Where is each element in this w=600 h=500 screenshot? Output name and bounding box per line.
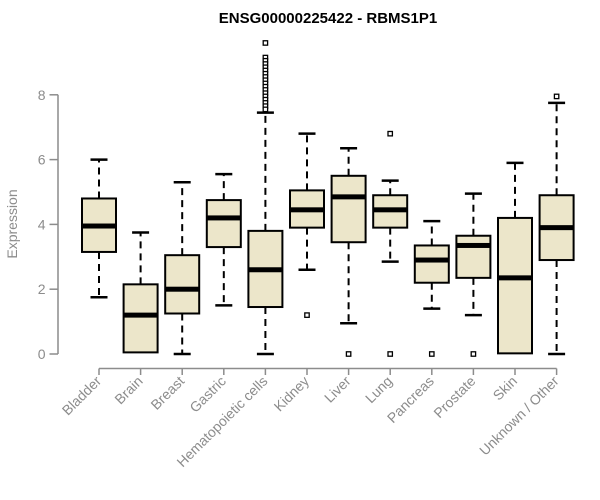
outlier-point [304, 312, 310, 318]
x-tick-label-unknown-other: Unknown / Other [476, 373, 562, 459]
median-line [373, 207, 408, 213]
boxplot-skin [497, 161, 533, 355]
boxplot-liver [330, 147, 367, 357]
outlier-point [387, 351, 394, 357]
y-tick-label: 8 [38, 87, 46, 103]
chart-title: ENSG00000225422 - RBMS1P1 [219, 10, 437, 27]
y-tick-label: 4 [38, 216, 46, 232]
x-tick-label-brain: Brain [111, 373, 145, 407]
x-tick-label-skin: Skin [490, 373, 521, 404]
x-tick-label-prostate: Prostate [430, 373, 478, 421]
iqr-box [455, 234, 492, 279]
outlier-point [262, 106, 269, 113]
outlier-point [428, 351, 435, 357]
median-line [539, 225, 574, 231]
iqr-box [122, 283, 159, 354]
iqr-box [413, 244, 450, 284]
iqr-box [330, 174, 367, 244]
y-tick-label: 2 [38, 281, 46, 297]
y-axis-label: Expression [4, 189, 20, 258]
median-line [414, 257, 449, 263]
outlier-point [345, 351, 352, 357]
iqr-box [164, 254, 201, 315]
iqr-box [497, 216, 533, 355]
median-line [165, 286, 200, 292]
y-tick-label: 0 [38, 346, 46, 362]
median-line [123, 312, 158, 318]
boxplot-gastric [205, 172, 242, 307]
boxplot-bladder [81, 158, 117, 299]
median-line [456, 242, 491, 248]
median-line [206, 215, 241, 221]
boxplot-kidney [289, 132, 325, 318]
boxplot-brain [122, 231, 159, 354]
x-tick-label-liver: Liver [321, 373, 354, 406]
median-line [248, 267, 283, 273]
boxplot-lung [372, 130, 409, 357]
outlier-point [387, 130, 394, 137]
outlier-point [470, 351, 477, 357]
x-tick-label-bladder: Bladder [59, 373, 105, 419]
plot-area: 0 2 4 6 8 Bladder Brain BreastGastricHematopoie… [38, 40, 575, 470]
x-tick-label-kidney: Kidney [271, 373, 313, 415]
boxplot-pancreas [413, 219, 450, 357]
y-axis: 0 2 4 6 8 [38, 87, 59, 362]
boxplot-breast [164, 181, 201, 356]
boxplot-unknown-other [538, 93, 575, 356]
median-line [331, 194, 366, 200]
x-tick-label-breast: Breast [147, 373, 187, 413]
outlier-point [262, 40, 269, 46]
median-line [498, 275, 532, 281]
boxplot-prostate [455, 192, 492, 357]
outlier-point [553, 93, 560, 100]
median-line [290, 207, 324, 213]
x-tick-label-lung: Lung [362, 373, 395, 406]
y-tick-label: 6 [38, 152, 46, 168]
boxplot-hematopoietic-cells [247, 40, 284, 356]
median-line [82, 223, 116, 229]
iqr-box [205, 199, 242, 249]
